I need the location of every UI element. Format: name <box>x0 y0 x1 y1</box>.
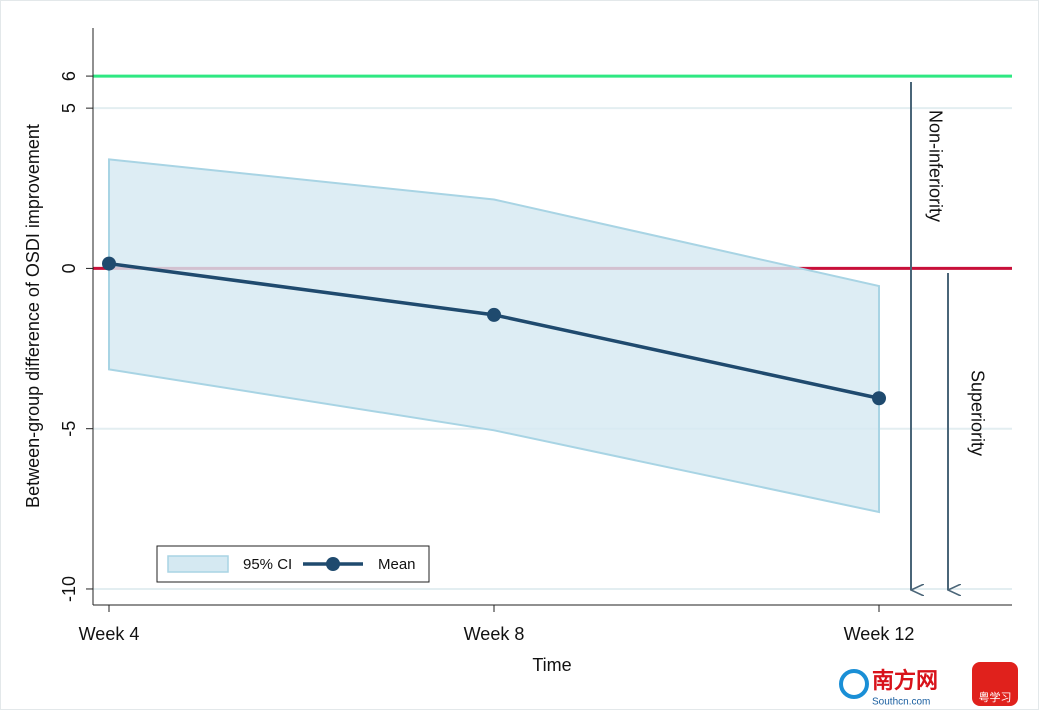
watermark-logo <box>839 669 869 699</box>
x-tick-label: Week 4 <box>79 624 140 644</box>
annotation: Superiority <box>967 370 987 456</box>
legend: 95% CI Mean <box>156 545 430 583</box>
x-axis-label: Time <box>532 655 571 675</box>
y-tick-label: -10 <box>59 576 79 602</box>
mean-point <box>102 256 116 271</box>
watermark-text: 南方网 <box>872 668 938 693</box>
annotation: Non-inferiority <box>925 110 945 222</box>
y-tick-label: 5 <box>59 103 79 113</box>
y-tick-label: 0 <box>59 263 79 273</box>
y-tick-label: 6 <box>59 71 79 81</box>
x-tick-label: Week 12 <box>844 624 915 644</box>
watermark-text: Southcn.com <box>872 697 930 708</box>
legend-label: Mean <box>378 556 416 573</box>
watermark: 南方网 Southcn.com 粤学习 <box>839 662 1018 708</box>
y-axis-label: Between-group difference of OSDI improve… <box>23 124 43 508</box>
y-tick-label: -5 <box>59 421 79 437</box>
watermark-text: 粤学习 <box>979 690 1012 704</box>
legend-marker <box>326 557 340 571</box>
plot: -10 -5 0 5 6 Week 4 Week 8 Week 12 95% CI Mean <box>59 28 1012 644</box>
legend-swatch <box>167 555 229 573</box>
watermark-logo <box>972 662 1018 706</box>
legend-label: 95% CI <box>243 556 292 573</box>
mean-point <box>872 391 886 406</box>
ci-band <box>108 158 880 514</box>
x-tick-label: Week 8 <box>464 624 525 644</box>
mean-point <box>487 307 501 322</box>
